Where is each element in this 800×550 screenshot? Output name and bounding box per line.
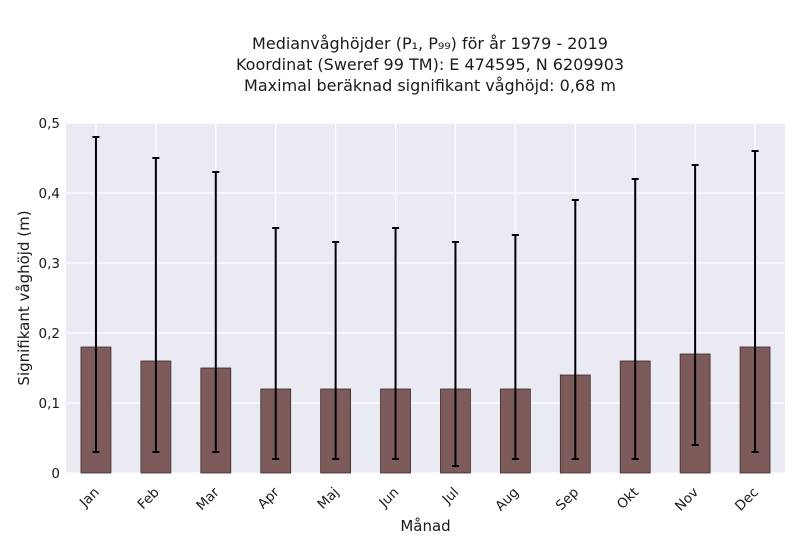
x-tick-label: Jul bbox=[439, 485, 463, 509]
y-tick-label: 0,1 bbox=[39, 396, 60, 412]
y-axis-ticks: 0 0,1 0,2 0,3 0,4 0,5 bbox=[39, 116, 60, 482]
x-axis-ticks: Jan Feb Mar Apr Maj Jun Jul Aug Sep Okt Nov Dec bbox=[76, 484, 762, 514]
error-bar-nov bbox=[691, 164, 699, 446]
error-bar-jul bbox=[451, 241, 459, 467]
error-bar-maj bbox=[332, 241, 340, 460]
chart-title: Medianvåghöjder (P₁, P₉₉) för år 1979 - … bbox=[0, 33, 800, 96]
x-tick-label: Feb bbox=[134, 485, 162, 513]
error-bar-apr bbox=[272, 227, 280, 460]
error-bar-dec bbox=[751, 150, 759, 453]
error-bar-feb bbox=[152, 157, 160, 453]
y-tick-label: 0,2 bbox=[39, 326, 60, 342]
error-bar-aug bbox=[511, 234, 519, 460]
error-bar-sep bbox=[571, 199, 579, 460]
x-tick-label: Sep bbox=[553, 485, 582, 514]
error-bar-jun bbox=[392, 227, 400, 460]
x-axis-label: Månad bbox=[400, 517, 450, 535]
y-axis-label: Signifikant våghöjd (m) bbox=[15, 210, 33, 385]
y-tick-label: 0,3 bbox=[39, 256, 60, 272]
x-tick-label: Jan bbox=[76, 485, 103, 512]
y-tick-label: 0,4 bbox=[39, 186, 60, 202]
x-tick-label: Okt bbox=[614, 485, 642, 513]
x-tick-label: Aug bbox=[492, 485, 522, 515]
x-tick-label: Apr bbox=[255, 484, 283, 512]
x-tick-label: Maj bbox=[314, 485, 342, 513]
chart-title-line-3: Maximal beräknad signifikant våghöjd: 0,… bbox=[244, 76, 616, 95]
y-tick-label: 0 bbox=[51, 466, 60, 482]
x-tick-label: Nov bbox=[672, 485, 702, 515]
error-bars bbox=[92, 136, 759, 467]
y-tick-label: 0,5 bbox=[39, 116, 60, 132]
error-bar-okt bbox=[631, 178, 639, 460]
x-tick-label: Dec bbox=[732, 485, 762, 515]
error-bar-jan bbox=[92, 136, 100, 453]
chart-title-line-1: Medianvåghöjder (P₁, P₉₉) för år 1979 - … bbox=[252, 34, 608, 53]
error-bar-mar bbox=[212, 171, 220, 453]
chart-title-line-2: Koordinat (Sweref 99 TM): E 474595, N 62… bbox=[235, 55, 625, 74]
x-tick-label: Mar bbox=[193, 484, 223, 514]
x-tick-label: Jun bbox=[375, 485, 402, 512]
plot-area bbox=[66, 123, 785, 473]
